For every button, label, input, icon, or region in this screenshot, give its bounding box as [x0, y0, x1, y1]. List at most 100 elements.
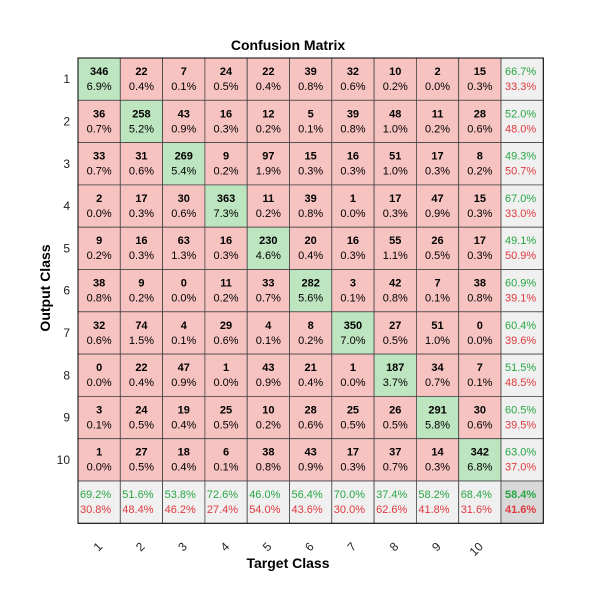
cell-count: 15 [474, 66, 486, 78]
cell-count: 342 [471, 447, 489, 459]
cell-count: 28 [474, 108, 486, 120]
matrix-cell: 9 0.2% [119, 269, 164, 313]
cell-percent: 0.1% [171, 81, 196, 93]
cell-background [204, 142, 248, 186]
row-precision: 67.0% [505, 193, 536, 205]
matrix-cell: 20 0.4% [289, 226, 333, 270]
cell-background [119, 480, 164, 524]
matrix-cell: 258 5.2% [119, 99, 164, 144]
cell-background [162, 438, 206, 482]
col-summary-cell: 58.2% 41.8% [415, 480, 460, 524]
cell-background [458, 311, 502, 355]
matrix-cell: 16 0.3% [119, 226, 164, 270]
cell-background [246, 99, 290, 144]
cell-percent: 7.3% [214, 208, 239, 220]
overall-accuracy: 58.4% [505, 489, 536, 501]
cell-background [415, 480, 460, 524]
cell-background [373, 99, 417, 144]
cell-background [458, 226, 502, 270]
col-error: 27.4% [207, 504, 238, 516]
cell-count: 16 [220, 108, 232, 120]
matrix-cell: 31 0.6% [119, 142, 164, 186]
cell-background [119, 269, 164, 313]
matrix-cell: 16 0.3% [331, 142, 375, 186]
cell-percent: 0.9% [256, 377, 281, 389]
cell-count: 29 [220, 320, 232, 332]
cell-background [331, 184, 375, 228]
row-summary-cell: 67.0% 33.0% [500, 184, 544, 228]
cell-background [162, 311, 206, 355]
cell-background [500, 269, 544, 313]
cell-percent: 0.3% [214, 250, 239, 262]
cell-background [246, 184, 290, 228]
col-summary-cell: 37.4% 62.6% [373, 480, 417, 524]
col-recall: 68.4% [461, 489, 492, 501]
cell-percent: 0.3% [467, 250, 492, 262]
cell-count: 14 [431, 447, 444, 459]
cell-background [500, 184, 544, 228]
cell-background [246, 269, 290, 313]
cell-percent: 6.8% [467, 462, 492, 474]
matrix-cell: 0 0.0% [77, 353, 121, 397]
cell-percent: 0.8% [467, 293, 492, 305]
matrix-cell: 51 1.0% [373, 142, 417, 186]
cell-percent: 0.4% [171, 419, 196, 431]
cell-count: 363 [217, 193, 235, 205]
row-error: 50.9% [505, 250, 536, 262]
cell-count: 0 [477, 320, 483, 332]
cell-percent: 0.3% [340, 250, 365, 262]
cell-background [458, 395, 502, 440]
row-error: 50.7% [505, 166, 536, 178]
cell-percent: 0.2% [129, 293, 154, 305]
y-tick-label: 8 [63, 368, 70, 382]
cell-percent: 0.2% [298, 335, 323, 347]
y-tick-label: 5 [63, 241, 70, 255]
cell-percent: 0.3% [425, 462, 450, 474]
cell-percent: 0.9% [171, 123, 196, 135]
col-summary-cell: 69.2% 30.8% [77, 480, 121, 524]
matrix-cell: 24 0.5% [204, 57, 248, 101]
cell-count: 38 [262, 447, 274, 459]
cell-count: 291 [428, 404, 446, 416]
cell-count: 26 [389, 404, 401, 416]
col-error: 62.6% [376, 504, 407, 516]
cell-count: 1 [350, 193, 356, 205]
cell-percent: 1.0% [383, 166, 408, 178]
cell-count: 18 [178, 447, 190, 459]
cell-percent: 0.8% [87, 293, 112, 305]
cell-count: 37 [389, 447, 401, 459]
cell-count: 97 [262, 151, 274, 163]
cell-percent: 0.5% [129, 419, 154, 431]
cell-background [373, 57, 417, 101]
cell-background [373, 269, 417, 313]
cell-count: 47 [178, 362, 190, 374]
x-axis-label: Target Class [247, 555, 330, 571]
row-error: 33.3% [505, 81, 536, 93]
cell-count: 15 [474, 193, 486, 205]
cell-background [246, 480, 290, 524]
cell-background [119, 353, 164, 397]
row-error: 39.6% [505, 335, 536, 347]
cell-background [162, 353, 206, 397]
matrix-cell: 291 5.8% [415, 395, 460, 440]
cell-background [500, 99, 544, 144]
row-summary-cell: 51.5% 48.5% [500, 353, 544, 397]
cell-background [289, 480, 333, 524]
overall-error: 41.6% [505, 504, 536, 516]
cell-background [204, 226, 248, 270]
col-summary-cell: 46.0% 54.0% [246, 480, 290, 524]
cell-count: 350 [344, 320, 362, 332]
col-recall: 46.0% [249, 489, 280, 501]
cell-background [119, 57, 164, 101]
matrix-cell: 28 0.6% [289, 395, 333, 440]
cell-percent: 0.8% [298, 208, 323, 220]
cell-percent: 0.3% [383, 208, 408, 220]
matrix-cell: 11 0.2% [204, 269, 248, 313]
cell-background [500, 226, 544, 270]
cell-background [331, 438, 375, 482]
cell-background [458, 99, 502, 144]
cell-count: 4 [181, 320, 188, 332]
cell-count: 38 [474, 278, 486, 290]
cell-percent: 0.5% [383, 335, 408, 347]
cell-background [373, 395, 417, 440]
